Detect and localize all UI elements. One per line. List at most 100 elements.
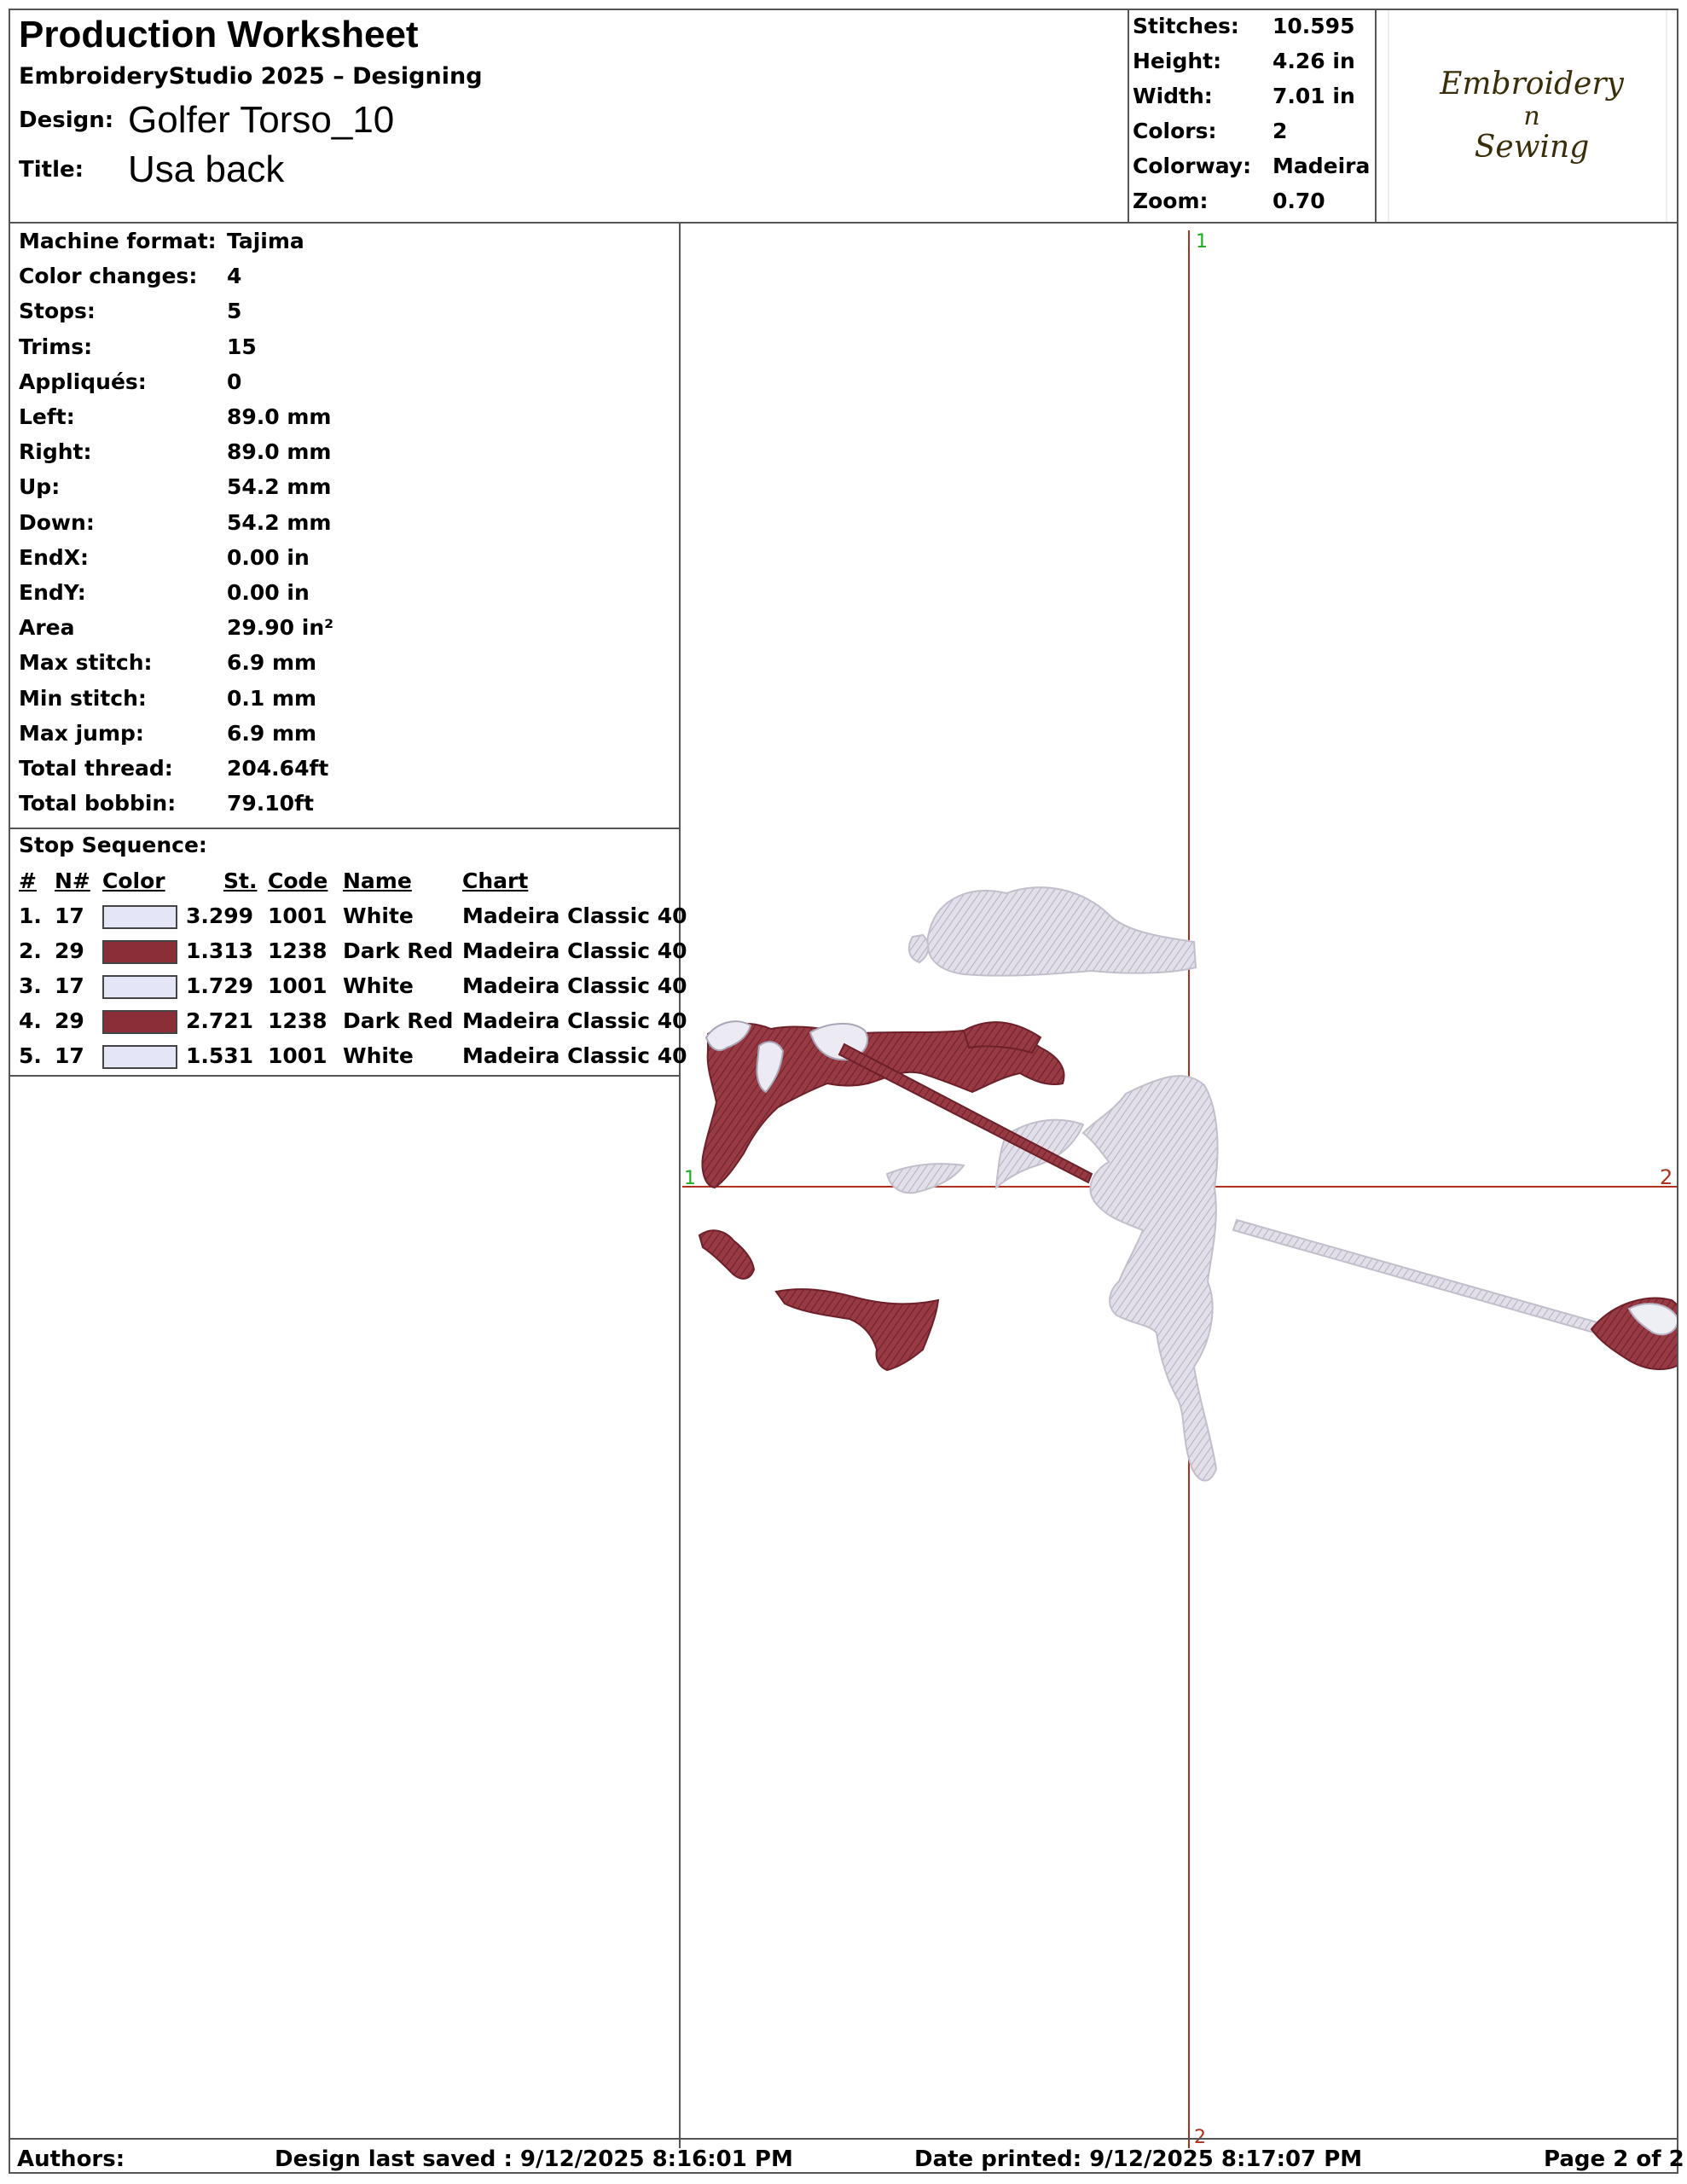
- stat-label: Height:: [1133, 49, 1222, 73]
- club-head-highlight: [1627, 1303, 1677, 1336]
- stop-number: 4.: [19, 1008, 42, 1033]
- header-info: Production Worksheet EmbroideryStudio 20…: [10, 10, 1128, 222]
- info-label: Max stitch:: [19, 650, 153, 676]
- info-label: Appliqués:: [19, 369, 147, 394]
- info-label: Area: [19, 615, 75, 641]
- red-wrist-shape: [698, 1229, 756, 1280]
- thread-chart: Madeira Classic 40: [462, 903, 687, 928]
- info-row: EndY: 0.00 in: [19, 577, 667, 612]
- info-row: Left: 89.0 mm: [19, 401, 667, 436]
- stat-label: Colors:: [1133, 119, 1217, 143]
- info-value: 54.2 mm: [227, 474, 332, 500]
- thread-chart: Madeira Classic 40: [462, 938, 687, 963]
- title-value: Usa back: [128, 148, 285, 190]
- column-header: Name: [343, 868, 412, 893]
- info-value: 89.0 mm: [227, 439, 332, 465]
- info-label: Total bobbin:: [19, 791, 177, 816]
- stop-number: 1.: [19, 903, 42, 928]
- info-value: 15: [227, 334, 257, 359]
- thread-name: Dark Red: [343, 1008, 454, 1033]
- logo-text: Embroidery: [1439, 67, 1624, 102]
- stat-colorway: Colorway: Madeira: [1133, 152, 1375, 187]
- info-row: Appliqués: 0: [19, 366, 667, 401]
- stat-label: Stitches:: [1133, 14, 1239, 38]
- footer-last-saved: Design last saved : 9/12/2025 8:16:01 PM: [275, 2146, 793, 2172]
- info-value: 54.2 mm: [227, 509, 332, 535]
- header-divider: [10, 222, 1677, 224]
- thread-chart: Madeira Classic 40: [462, 1008, 687, 1033]
- needle-number: 29: [55, 1008, 84, 1033]
- worksheet-page: Production Worksheet EmbroideryStudio 20…: [9, 9, 1684, 2175]
- stop-sequence-header: # N# Color St. Code Name Chart: [19, 865, 675, 900]
- stat-width: Width: 7.01 in: [1133, 82, 1375, 117]
- glove-shape: [704, 1020, 752, 1052]
- stat-value: 0.70: [1272, 189, 1325, 213]
- info-value: 4: [227, 264, 242, 289]
- stitch-count: 2.721: [186, 1008, 254, 1033]
- needle-number: 17: [55, 973, 84, 998]
- info-value: 0.1 mm: [227, 685, 317, 711]
- axis-marker-right: 2: [1660, 1165, 1673, 1189]
- stat-stitches: Stitches: 10.595: [1133, 12, 1375, 47]
- design-preview: 1 2 1 2: [682, 224, 1677, 2148]
- design-info-panel: Machine format: Tajima Color changes: 4 Stop…: [10, 224, 681, 829]
- info-value: 0.00 in: [227, 580, 310, 605]
- info-row: Total thread: 204.64ft: [19, 752, 667, 787]
- axis-marker-left: 1: [684, 1168, 696, 1189]
- cap-brim: [907, 933, 930, 964]
- hand-shape: [885, 1163, 965, 1194]
- info-label: Left:: [19, 404, 75, 429]
- thread-color-swatch: [102, 905, 177, 929]
- info-label: EndX:: [19, 544, 90, 570]
- thread-color-swatch: [102, 975, 177, 999]
- embroidery-design: 1 2 1 2: [682, 230, 1677, 2148]
- info-label: Min stitch:: [19, 685, 147, 711]
- thread-code: 1001: [268, 1043, 328, 1068]
- info-value: 6.9 mm: [227, 650, 317, 676]
- info-value: 0: [227, 369, 242, 394]
- glove-shape: [756, 1041, 785, 1094]
- worksheet-title: Production Worksheet: [19, 14, 419, 55]
- logo-text: Sewing: [1475, 130, 1590, 165]
- info-row: Max stitch: 6.9 mm: [19, 647, 667, 682]
- thread-chart: Madeira Classic 40: [462, 973, 687, 998]
- stop-number: 5.: [19, 1043, 42, 1068]
- info-row: EndX: 0.00 in: [19, 542, 667, 577]
- info-value: 79.10ft: [227, 791, 314, 816]
- thread-color-swatch: [102, 940, 177, 964]
- thread-code: 1001: [268, 973, 328, 998]
- thread-chart: Madeira Classic 40: [462, 1043, 687, 1068]
- empty-left-area: [10, 1077, 681, 2148]
- stat-label: Width:: [1133, 84, 1213, 108]
- column-header: Color: [102, 868, 165, 893]
- info-value: Tajima: [227, 229, 304, 253]
- thread-color-swatch: [102, 1010, 177, 1034]
- stat-value: Madeira: [1272, 154, 1371, 178]
- stat-value: 10.595: [1272, 14, 1355, 38]
- info-value: 0.00 in: [227, 544, 310, 570]
- info-value: 6.9 mm: [227, 720, 317, 746]
- red-arm-shape: [701, 1022, 1065, 1189]
- info-label: Right:: [19, 439, 92, 465]
- page-footer: Authors: Design last saved : 9/12/2025 8…: [10, 2138, 1684, 2175]
- axis-marker-top: 1: [1196, 231, 1208, 253]
- column-header: Code: [268, 868, 328, 893]
- stitch-count: 1.313: [186, 938, 254, 963]
- company-logo: Embroidery n Sewing: [1377, 10, 1678, 222]
- info-label: EndY:: [19, 580, 86, 605]
- thread-name: White: [343, 973, 414, 998]
- logo-text: n: [1523, 102, 1539, 131]
- torso-shape: [1081, 1075, 1219, 1482]
- design-name: Golfer Torso_10: [128, 99, 395, 141]
- stat-value: 2: [1272, 119, 1288, 143]
- axis-marker-bottom: 2: [1194, 2127, 1206, 2148]
- info-row: Down: 54.2 mm: [19, 507, 667, 542]
- info-row: Max jump: 6.9 mm: [19, 717, 667, 752]
- stat-height: Height: 4.26 in: [1133, 47, 1375, 82]
- thread-code: 1001: [268, 903, 328, 928]
- stitch-count: 1.729: [186, 973, 254, 998]
- stop-sequence-title: Stop Sequence:: [19, 833, 207, 857]
- info-label: Total thread:: [19, 756, 173, 781]
- info-label: Machine format:: [19, 229, 217, 253]
- thread-name: White: [343, 903, 414, 928]
